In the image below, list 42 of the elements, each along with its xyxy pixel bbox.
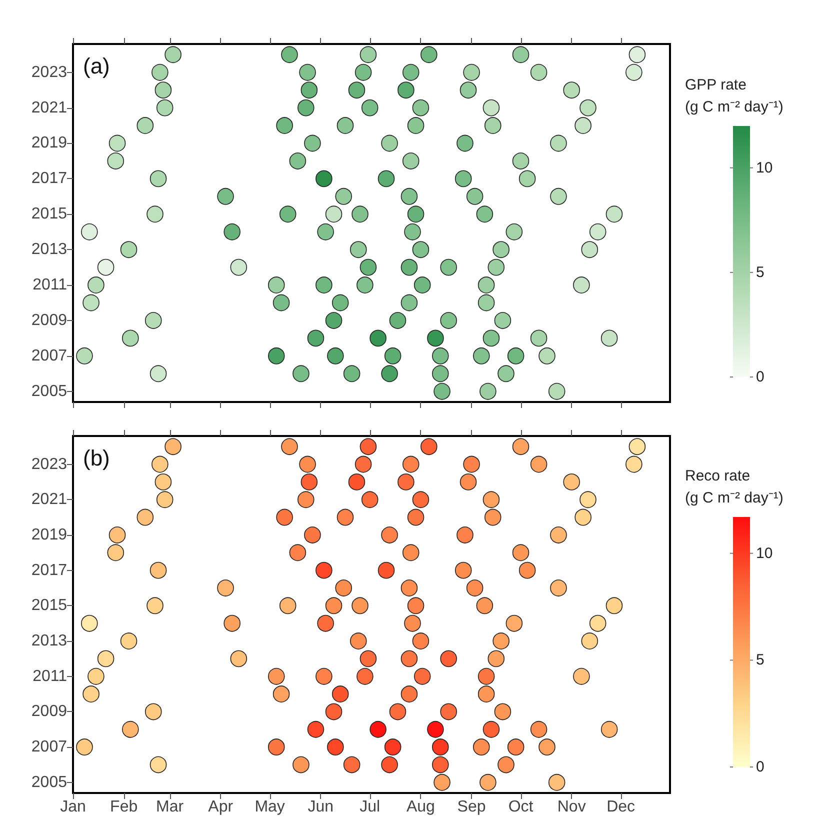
color-bar-label: 0 bbox=[756, 758, 764, 776]
color-bar-label: 0 bbox=[756, 368, 764, 386]
y-tick-label: 2013 bbox=[31, 241, 68, 258]
y-tick-label: 2023 bbox=[31, 64, 68, 81]
color-bar-label: 5 bbox=[756, 264, 764, 281]
y-tick-label: 2017 bbox=[31, 170, 68, 188]
chart-title: (b) bbox=[83, 446, 110, 470]
y-tick-label: 2023 bbox=[31, 456, 68, 473]
color-bar-label: 10 bbox=[756, 159, 773, 176]
y-tick-label: 2005 bbox=[31, 774, 68, 791]
y-tick-label: 2007 bbox=[31, 347, 68, 364]
y-tick-label: 2013 bbox=[31, 632, 68, 650]
x-tick-label: Mar bbox=[156, 798, 184, 816]
x-tick-label: May bbox=[254, 798, 285, 816]
color-bar-label: 5 bbox=[756, 652, 764, 669]
y-tick-label: 2021 bbox=[31, 99, 68, 116]
x-tick-label: Apr bbox=[208, 798, 234, 816]
x-tick-label: Oct bbox=[508, 798, 534, 816]
y-tick-label: 2021 bbox=[31, 491, 68, 508]
y-tick-label: 2005 bbox=[31, 382, 68, 400]
y-tick-label: 2019 bbox=[31, 526, 68, 544]
y-tick-label: 2009 bbox=[31, 312, 68, 329]
y-tick-label: 2019 bbox=[31, 134, 68, 152]
color-bar-title: GPP rate (g C m⁻² day⁻¹) bbox=[685, 76, 784, 116]
x-tick-label: Dec bbox=[606, 798, 636, 816]
x-tick-label: Aug bbox=[406, 798, 435, 816]
color-bar-title: Reco rate (g C m⁻² day⁻¹) bbox=[685, 468, 784, 506]
chart-title: (a) bbox=[83, 54, 110, 78]
x-tick-label: Jan bbox=[60, 798, 86, 816]
x-tick-label: Jun bbox=[308, 798, 334, 816]
x-tick-label: Sep bbox=[457, 798, 486, 816]
x-tick-label: Nov bbox=[557, 798, 586, 816]
y-tick-label: 2011 bbox=[32, 668, 68, 685]
color-bar-label: 10 bbox=[756, 544, 773, 562]
y-tick-label: 2009 bbox=[31, 703, 68, 720]
y-tick-label: 2011 bbox=[32, 276, 68, 294]
y-tick-label: 2015 bbox=[31, 597, 68, 614]
y-tick-label: 2007 bbox=[31, 738, 68, 756]
y-tick-label: 2017 bbox=[31, 562, 68, 579]
x-tick-label: Feb bbox=[110, 798, 138, 816]
y-tick-label: 2015 bbox=[31, 206, 68, 223]
x-tick-label: Jul bbox=[360, 798, 380, 816]
